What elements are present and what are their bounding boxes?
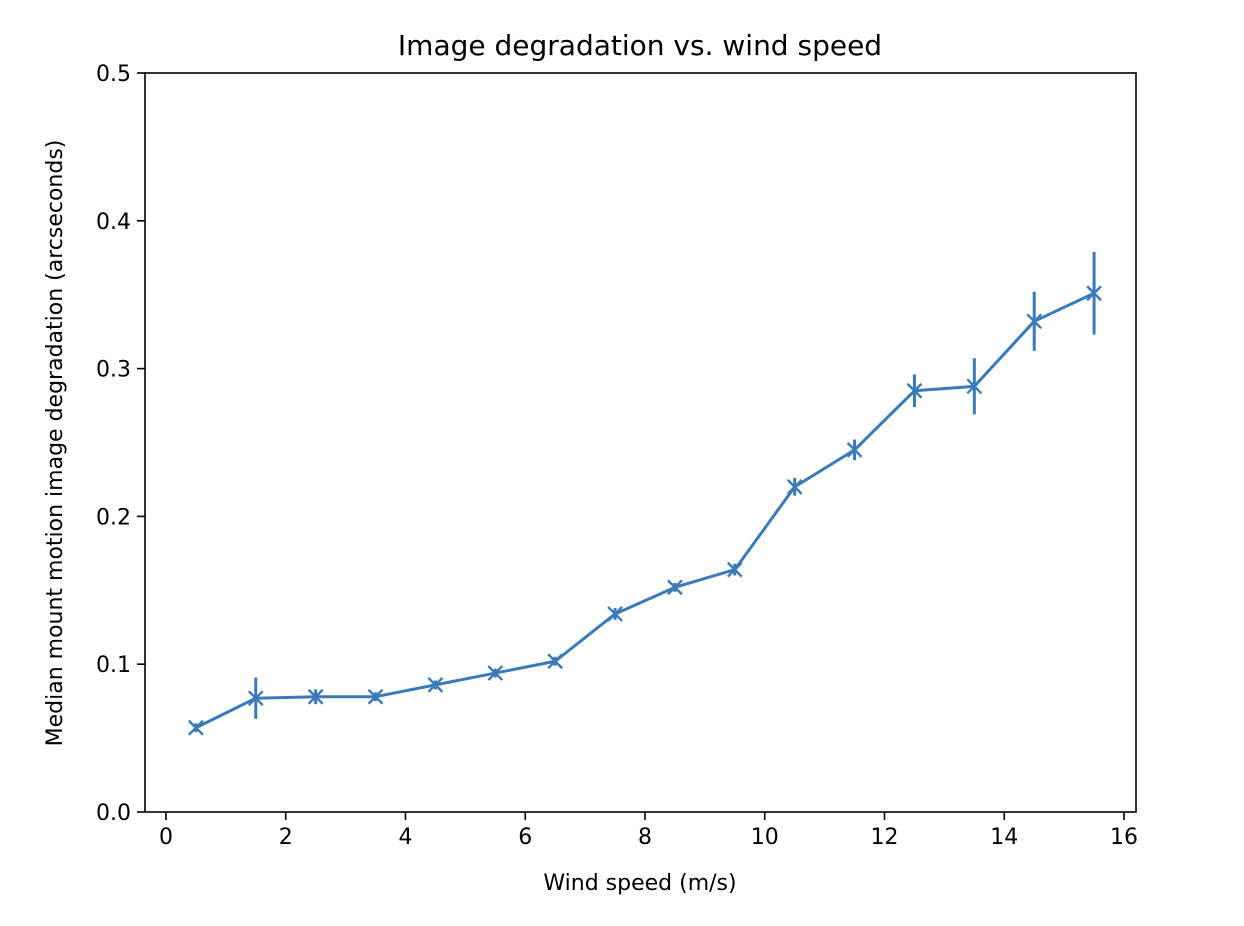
data-point <box>1026 313 1043 330</box>
x-tick-label: 8 <box>638 825 652 850</box>
plot-marks <box>188 251 1102 736</box>
series-line <box>195 291 1095 730</box>
data-point <box>966 378 983 395</box>
chart-title: Image degradation vs. wind speed <box>398 29 882 62</box>
x-tick-label: 6 <box>518 825 532 850</box>
data-point <box>906 382 923 399</box>
y-tick-label: 0.5 <box>96 62 131 87</box>
data-point <box>846 442 863 458</box>
data-point <box>547 653 564 670</box>
data-point <box>247 690 264 707</box>
y-tick-label: 0.1 <box>96 653 131 678</box>
y-tick-label: 0.2 <box>96 505 131 530</box>
x-axis-ticks: 0 2 4 6 8 10 12 14 16 <box>159 812 1138 850</box>
x-tick-label: 12 <box>871 825 899 850</box>
data-point <box>427 677 444 693</box>
y-tick-label: 0.0 <box>96 801 131 826</box>
plot-frame <box>144 72 1137 813</box>
data-point <box>307 688 324 705</box>
data-point <box>367 688 384 705</box>
data-point <box>726 561 743 578</box>
data-point <box>786 478 803 495</box>
x-tick-label: 0 <box>159 825 173 850</box>
data-point <box>667 579 683 596</box>
data-point <box>188 719 204 736</box>
x-tick-label: 14 <box>990 825 1018 850</box>
x-tick-label: 10 <box>751 825 779 850</box>
y-axis-ticks: 0.0 0.1 0.2 0.3 0.4 0.5 <box>96 62 145 826</box>
x-tick-label: 4 <box>398 825 412 850</box>
data-point <box>1086 285 1102 302</box>
data-point <box>487 665 504 681</box>
x-tick-label: 16 <box>1110 825 1138 850</box>
data-point <box>607 606 623 622</box>
y-tick-label: 0.4 <box>96 210 131 235</box>
x-tick-label: 2 <box>279 825 293 850</box>
y-axis-label: Median mount motion image degradation (a… <box>43 140 68 747</box>
y-tick-label: 0.3 <box>96 358 131 383</box>
x-axis-label: Wind speed (m/s) <box>543 871 736 896</box>
